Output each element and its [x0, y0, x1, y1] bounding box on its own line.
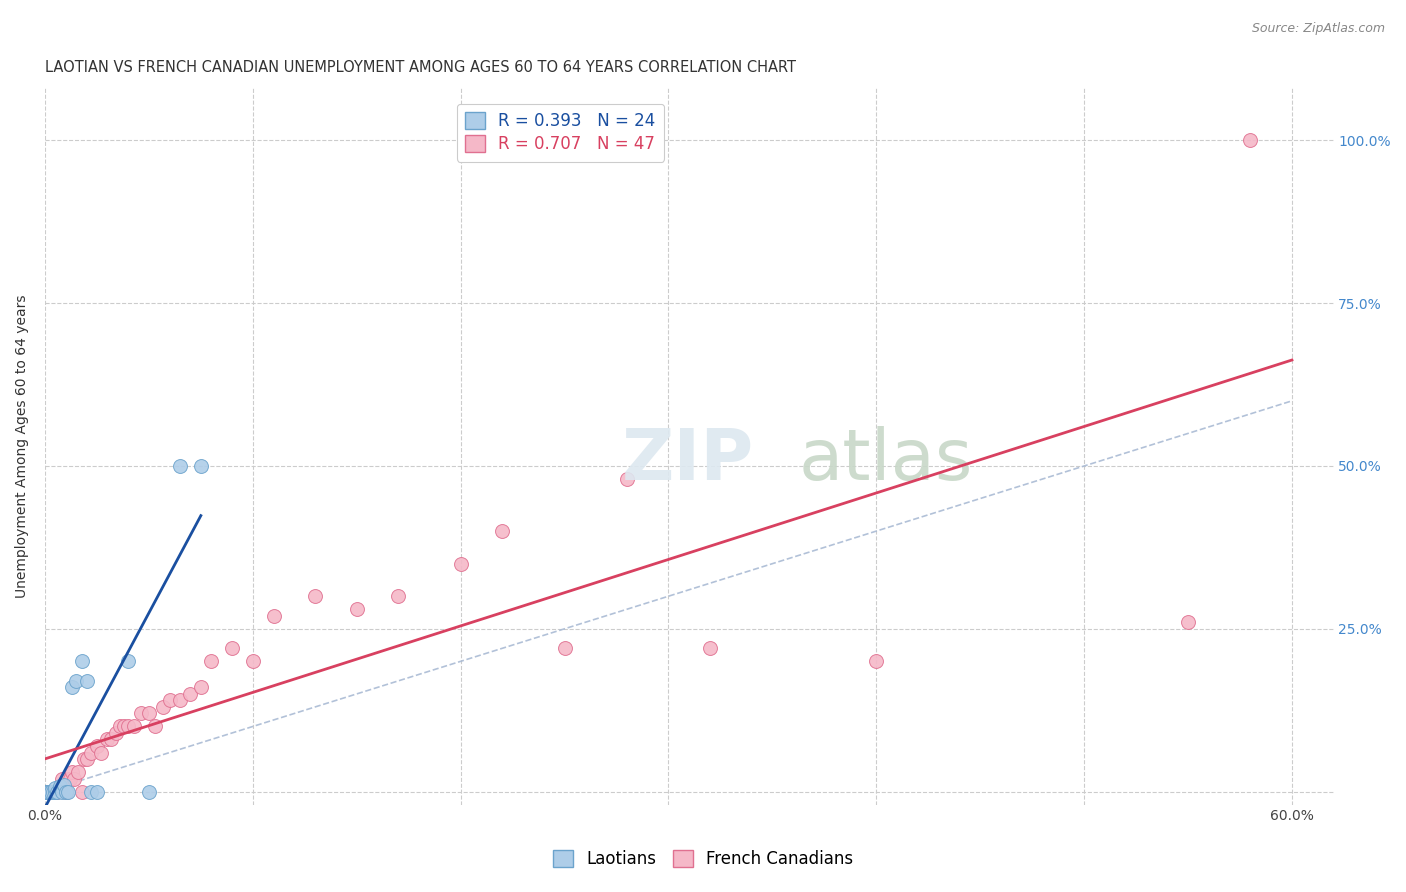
Point	[190, 458, 212, 473]
Point	[221, 641, 243, 656]
Point	[242, 654, 264, 668]
Point	[39, 784, 62, 798]
Point	[129, 706, 152, 721]
Point	[699, 641, 721, 656]
Legend: R = 0.393   N = 24, R = 0.707   N = 47: R = 0.393 N = 24, R = 0.707 N = 47	[457, 103, 664, 161]
Point	[865, 654, 887, 668]
Point	[152, 700, 174, 714]
Point	[42, 784, 65, 798]
Point	[117, 654, 139, 668]
Point	[138, 706, 160, 721]
Point	[72, 654, 94, 668]
Point	[67, 765, 90, 780]
Point	[59, 772, 82, 786]
Point	[73, 752, 96, 766]
Point	[108, 719, 131, 733]
Point	[80, 784, 103, 798]
Point	[51, 784, 73, 798]
Point	[138, 784, 160, 798]
Point	[143, 719, 166, 733]
Point	[44, 784, 66, 798]
Point	[100, 732, 122, 747]
Point	[46, 784, 69, 798]
Point	[46, 784, 69, 798]
Y-axis label: Unemployment Among Ages 60 to 64 years: Unemployment Among Ages 60 to 64 years	[15, 294, 30, 599]
Point	[159, 693, 181, 707]
Point	[48, 781, 70, 796]
Point	[63, 772, 86, 786]
Point	[124, 719, 146, 733]
Point	[76, 673, 98, 688]
Point	[80, 746, 103, 760]
Point	[450, 557, 472, 571]
Point	[104, 726, 127, 740]
Point	[491, 524, 513, 538]
Point	[34, 784, 56, 798]
Point	[90, 746, 112, 760]
Point	[34, 784, 56, 798]
Point	[65, 673, 87, 688]
Text: LAOTIAN VS FRENCH CANADIAN UNEMPLOYMENT AMONG AGES 60 TO 64 YEARS CORRELATION CH: LAOTIAN VS FRENCH CANADIAN UNEMPLOYMENT …	[45, 60, 796, 75]
Point	[60, 681, 83, 695]
Point	[96, 732, 118, 747]
Point	[554, 641, 576, 656]
Point	[1177, 615, 1199, 630]
Text: Source: ZipAtlas.com: Source: ZipAtlas.com	[1251, 22, 1385, 36]
Point	[117, 719, 139, 733]
Point	[52, 778, 75, 792]
Point	[60, 765, 83, 780]
Point	[44, 781, 66, 796]
Point	[616, 472, 638, 486]
Point	[112, 719, 135, 733]
Point	[56, 784, 79, 798]
Point	[55, 784, 77, 798]
Point	[200, 654, 222, 668]
Point	[76, 752, 98, 766]
Point	[55, 784, 77, 798]
Point	[34, 784, 56, 798]
Point	[38, 784, 60, 798]
Point	[179, 687, 201, 701]
Point	[35, 784, 58, 798]
Text: ZIP: ZIP	[621, 426, 754, 495]
Point	[56, 772, 79, 786]
Point	[86, 739, 108, 753]
Point	[72, 784, 94, 798]
Point	[39, 784, 62, 798]
Point	[263, 608, 285, 623]
Point	[346, 602, 368, 616]
Point	[190, 681, 212, 695]
Point	[304, 589, 326, 603]
Point	[169, 693, 191, 707]
Text: atlas: atlas	[799, 426, 973, 495]
Legend: Laotians, French Canadians: Laotians, French Canadians	[546, 843, 860, 875]
Point	[169, 458, 191, 473]
Point	[387, 589, 409, 603]
Point	[51, 772, 73, 786]
Point	[86, 784, 108, 798]
Point	[1239, 133, 1261, 147]
Point	[48, 780, 70, 794]
